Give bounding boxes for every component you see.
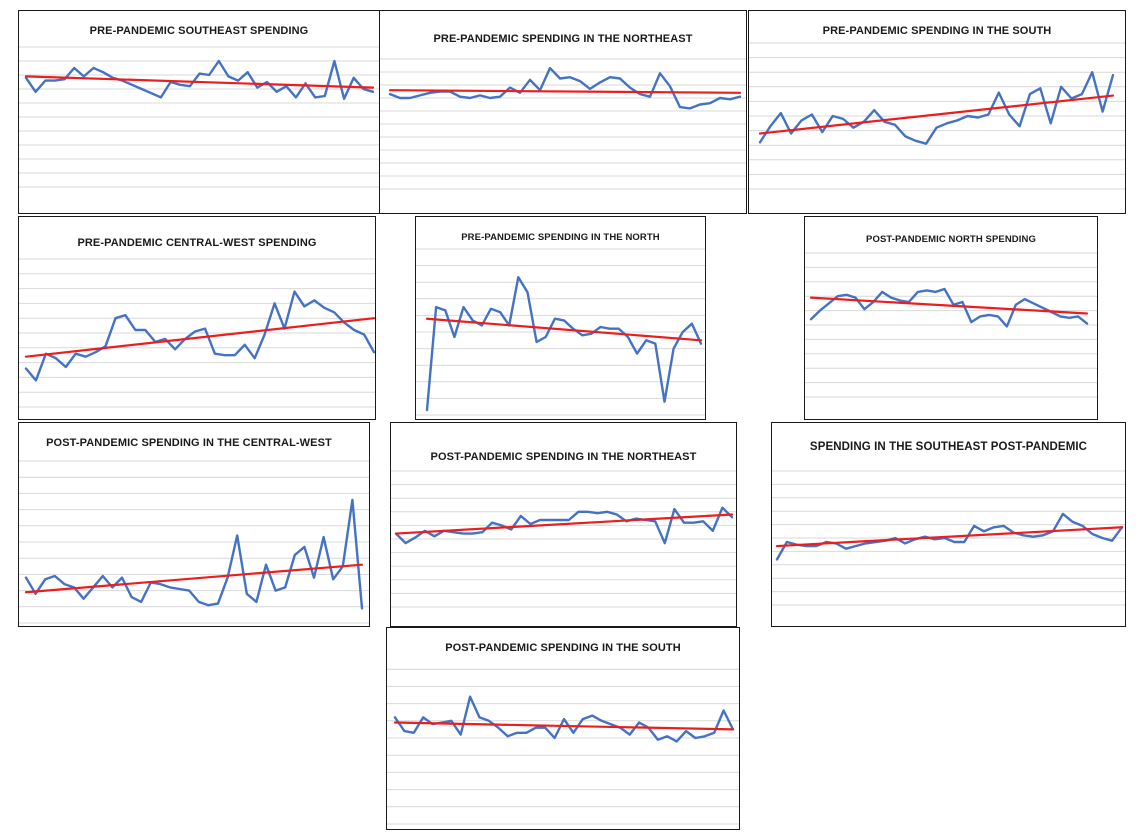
series-line [393,695,735,743]
chart-panel-5: POST-PANDEMIC NORTH SPENDING [804,216,1098,420]
trend-line [24,563,364,594]
chart-title: PRE-PANDEMIC SPENDING IN THE NORTHEAST [433,33,693,45]
series-line [425,276,703,412]
chart-plot [387,668,739,825]
chart-panel-8: SPENDING IN THE SOUTHEAST POST-PANDEMIC [771,422,1126,627]
trend-line [809,296,1089,315]
chart-panel-6: POST-PANDEMIC SPENDING IN THE CENTRAL-WE… [18,422,370,627]
chart-title: POST-PANDEMIC SPENDING IN THE CENTRAL-WE… [46,437,332,449]
chart-plot [772,470,1125,606]
chart-panel-0: PRE-PANDEMIC SOUTHEAST SPENDING [18,10,380,214]
series-line [24,59,375,100]
trend-line [775,526,1124,548]
chart-title: PRE-PANDEMIC SPENDING IN THE NORTH [461,232,660,243]
chart-panel-4: PRE-PANDEMIC SPENDING IN THE NORTH [415,216,706,420]
trend-line [425,317,703,342]
trend-line [394,513,734,535]
chart-plot [805,252,1097,398]
series-line [809,287,1089,328]
chart-title: PRE-PANDEMIC CENTRAL-WEST SPENDING [77,237,317,249]
chart-plot [19,46,379,188]
chart-title: POST-PANDEMIC SPENDING IN THE NORTHEAST [430,451,697,463]
series-line [394,506,734,545]
trend-line [393,721,735,731]
chart-panel-1: PRE-PANDEMIC SPENDING IN THE NORTHEAST [379,10,747,214]
chart-title: POST-PANDEMIC SPENDING IN THE SOUTH [445,642,681,654]
chart-title: PRE-PANDEMIC SOUTHEAST SPENDING [89,25,309,37]
series-line [24,498,364,610]
chart-plot [19,258,375,408]
trend-line [388,89,742,94]
chart-plot [19,460,369,624]
chart-plot [416,248,705,416]
chart-panel-9: POST-PANDEMIC SPENDING IN THE SOUTH [386,627,740,830]
chart-title: PRE-PANDEMIC SPENDING IN THE SOUTH [822,25,1052,37]
chart-plot [380,58,746,190]
chart-title: SPENDING IN THE SOUTHEAST POST-PANDEMIC [809,441,1088,453]
trend-line [758,94,1115,135]
series-line [758,71,1115,145]
series-line [388,66,742,110]
trend-line [24,75,375,89]
trend-line [24,317,375,358]
series-line [24,290,375,382]
chart-panel-7: POST-PANDEMIC SPENDING IN THE NORTHEAST [390,422,737,627]
chart-plot [391,470,736,608]
chart-panel-2: PRE-PANDEMIC SPENDING IN THE SOUTH [748,10,1126,214]
chart-plot [749,42,1125,190]
chart-title: POST-PANDEMIC NORTH SPENDING [866,234,1036,245]
chart-panel-3: PRE-PANDEMIC CENTRAL-WEST SPENDING [18,216,376,420]
